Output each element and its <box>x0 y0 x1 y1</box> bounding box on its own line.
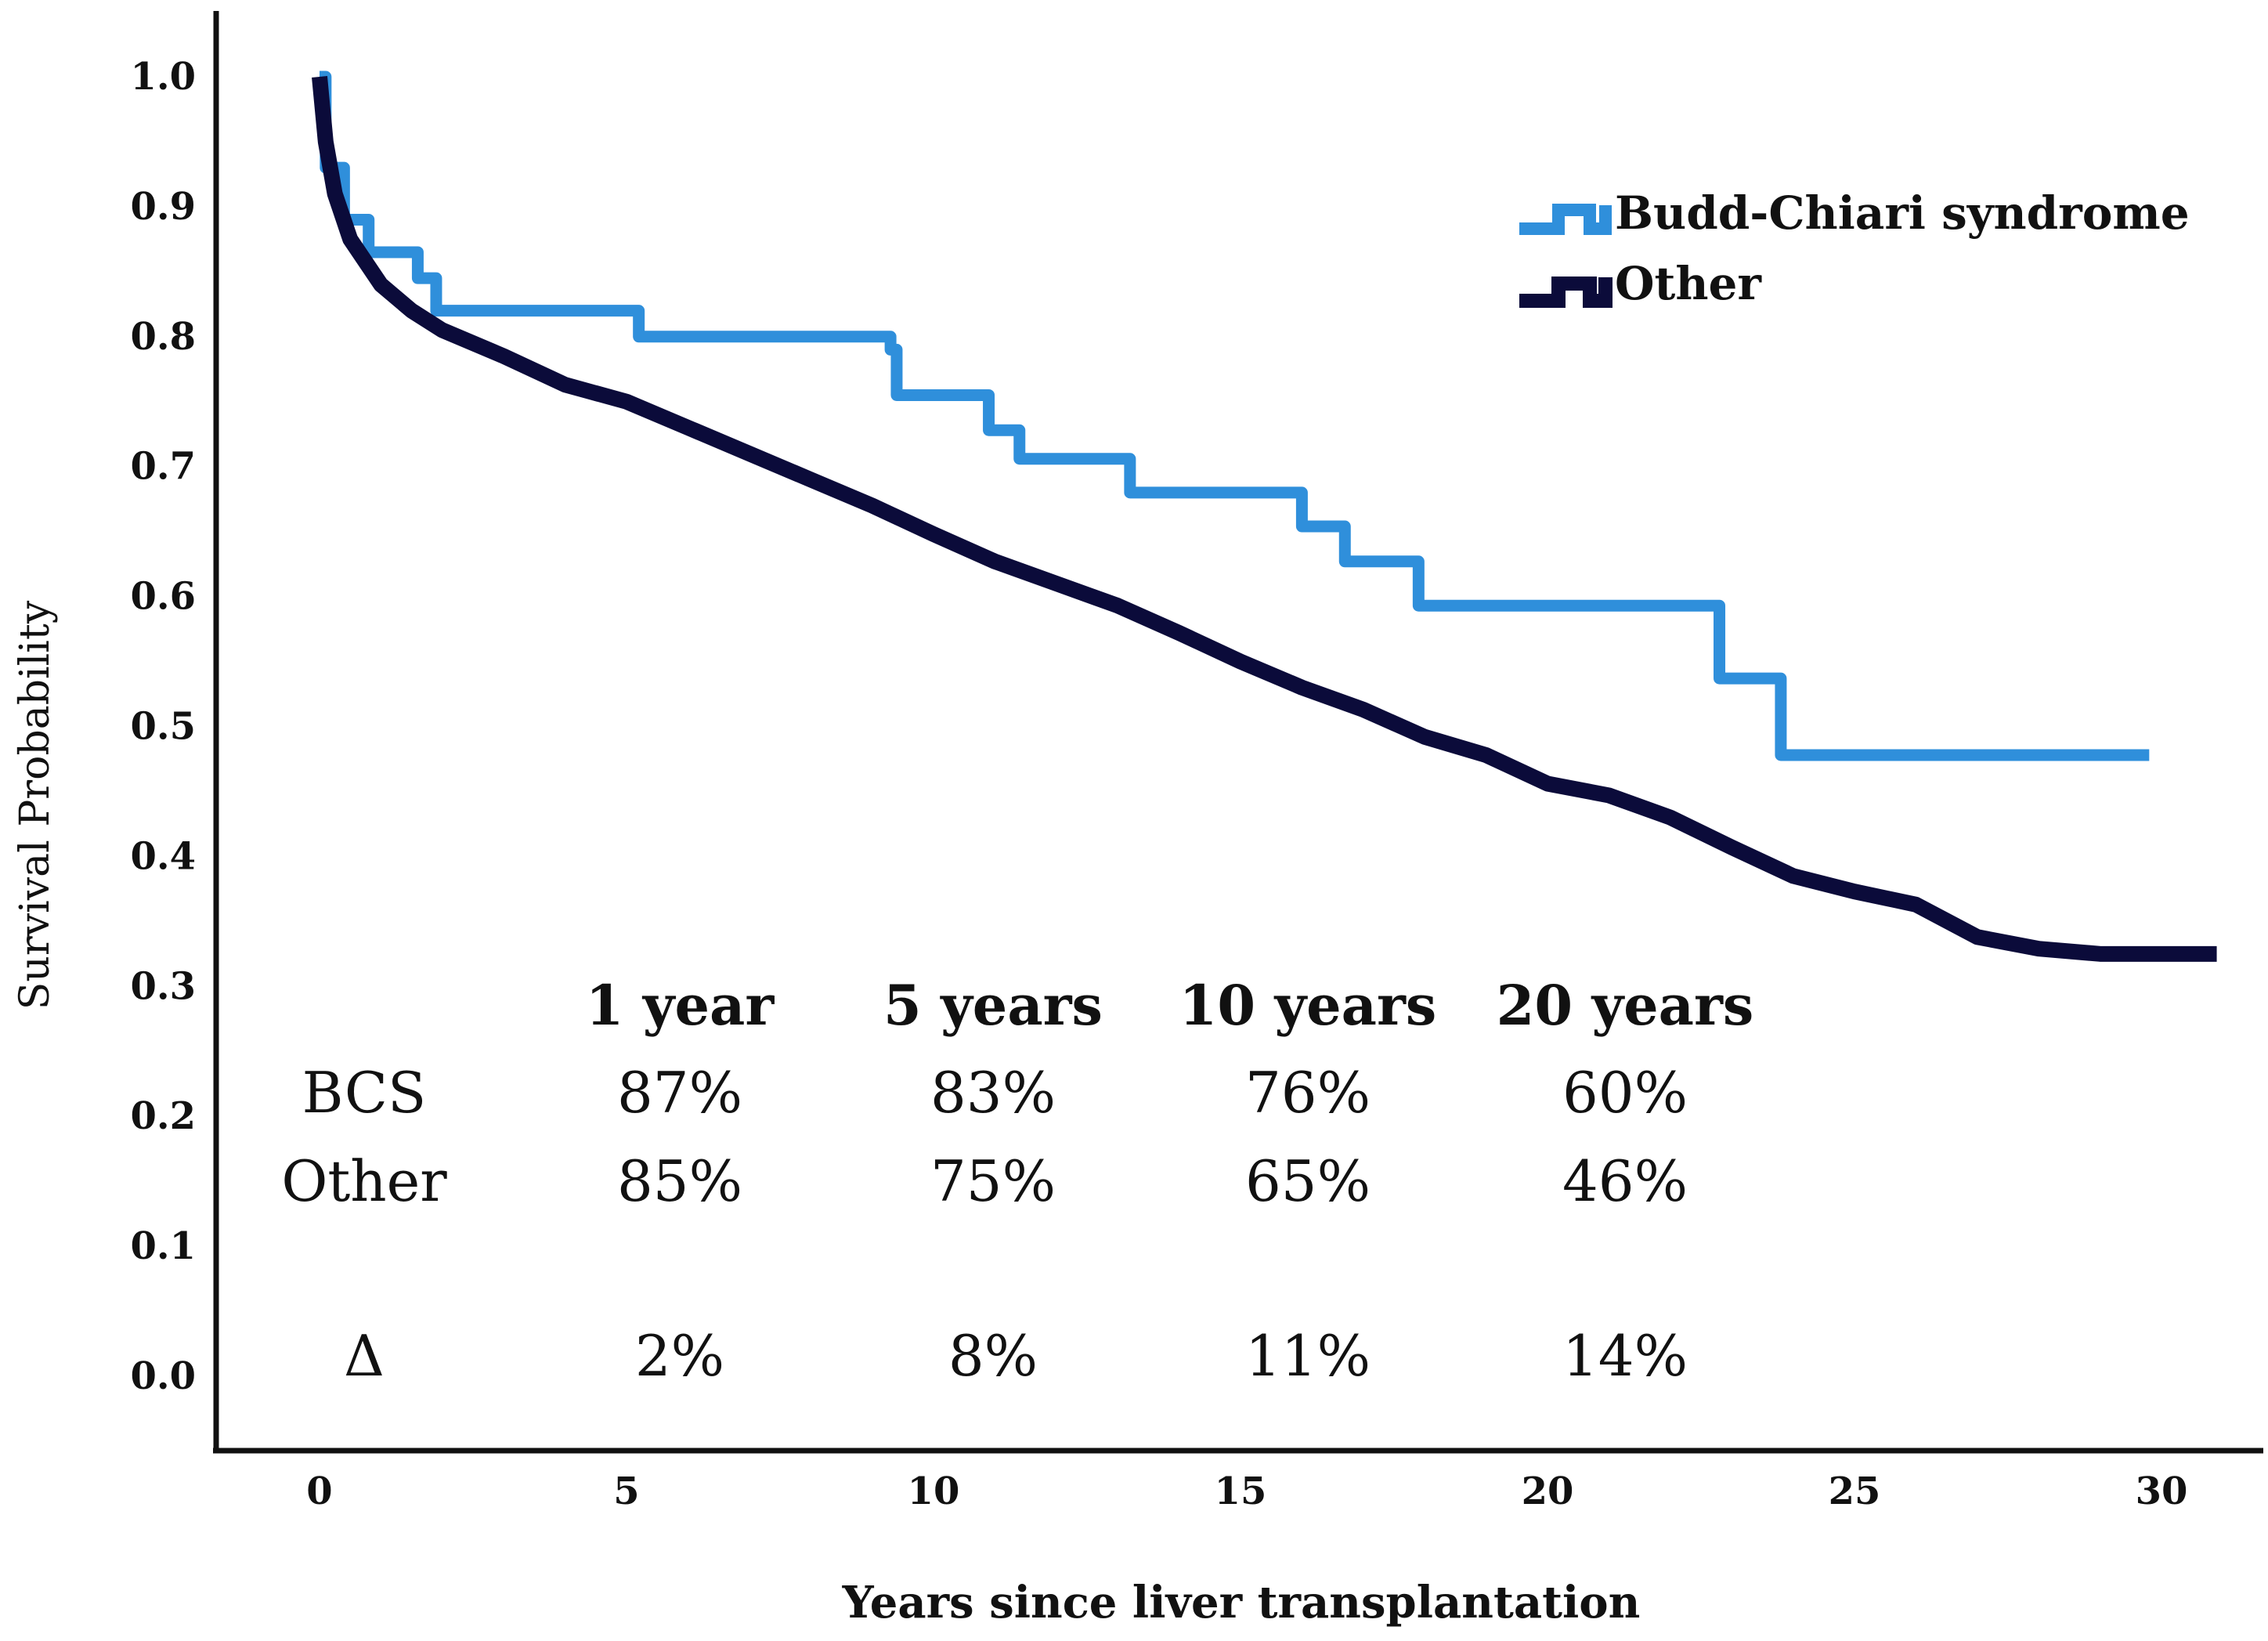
y-tick-label: 0.0 <box>130 1354 196 1398</box>
table-cell-delta-10: 11% <box>1245 1323 1371 1389</box>
x-tick-labels: 0 5 10 15 20 25 30 <box>306 1469 2187 1513</box>
x-tick-label: 15 <box>1215 1469 1267 1513</box>
y-tick-label: 0.5 <box>130 705 196 749</box>
table-cell-other-20: 46% <box>1562 1148 1688 1214</box>
table-header-20-years: 20 years <box>1497 973 1754 1038</box>
table-header-1-year: 1 year <box>586 973 775 1038</box>
x-axis-label: Years since liver transplantation <box>842 1577 1641 1628</box>
table-cell-bcs-1: 87% <box>617 1060 742 1126</box>
y-tick-label: 0.9 <box>130 185 196 229</box>
y-tick-label: 0.3 <box>130 964 196 1008</box>
table-cell-bcs-5: 83% <box>930 1060 1056 1126</box>
table-cell-other-10: 65% <box>1245 1148 1371 1214</box>
table-row-label-other: Other <box>281 1148 447 1214</box>
legend-swatch-bcs <box>1519 204 1612 235</box>
y-tick-label: 0.7 <box>130 445 196 489</box>
table-cell-bcs-10: 76% <box>1245 1060 1371 1126</box>
table-cell-other-5: 75% <box>930 1148 1056 1214</box>
x-tick-label: 30 <box>2136 1469 2188 1513</box>
table-row-label-delta: Δ <box>344 1323 385 1389</box>
y-tick-labels: 0.0 0.1 0.2 0.3 0.4 0.5 0.6 0.7 0.8 0.9 1.0 <box>130 55 196 1398</box>
legend-label-bcs: Budd-Chiari syndrome <box>1615 186 2190 240</box>
series-line-other <box>312 76 2217 962</box>
x-tick-label: 5 <box>613 1469 639 1513</box>
series-layer <box>312 70 2217 962</box>
legend-swatch-other <box>1519 277 1613 308</box>
x-tick-label: 10 <box>908 1469 960 1513</box>
table-cell-delta-1: 2% <box>635 1323 724 1389</box>
table-cell-bcs-20: 60% <box>1562 1060 1688 1126</box>
y-tick-label: 0.1 <box>130 1224 196 1268</box>
legend: Budd-Chiari syndrome Other <box>1519 186 2190 310</box>
legend-label-other: Other <box>1615 257 1762 310</box>
y-tick-label: 0.4 <box>130 834 196 878</box>
x-tick-label: 20 <box>1522 1469 1574 1513</box>
x-tick-label: 0 <box>306 1469 332 1513</box>
table-header-5-years: 5 years <box>883 973 1103 1038</box>
table-header-10-years: 10 years <box>1179 973 1437 1038</box>
y-axis-label: Survival Probability <box>12 600 59 1010</box>
y-tick-label: 0.8 <box>130 315 196 359</box>
x-tick-label: 25 <box>1829 1469 1881 1513</box>
survival-table: 1 year 5 years 10 years 20 years BCS 87%… <box>281 973 1753 1389</box>
table-cell-other-1: 85% <box>617 1148 742 1214</box>
table-row-label-bcs: BCS <box>302 1060 427 1126</box>
table-cell-delta-20: 14% <box>1562 1323 1688 1389</box>
y-tick-label: 1.0 <box>130 55 196 99</box>
y-tick-label: 0.6 <box>130 575 196 619</box>
series-line-bcs <box>320 70 2150 761</box>
table-cell-delta-5: 8% <box>948 1323 1038 1389</box>
y-tick-label: 0.2 <box>130 1094 196 1138</box>
